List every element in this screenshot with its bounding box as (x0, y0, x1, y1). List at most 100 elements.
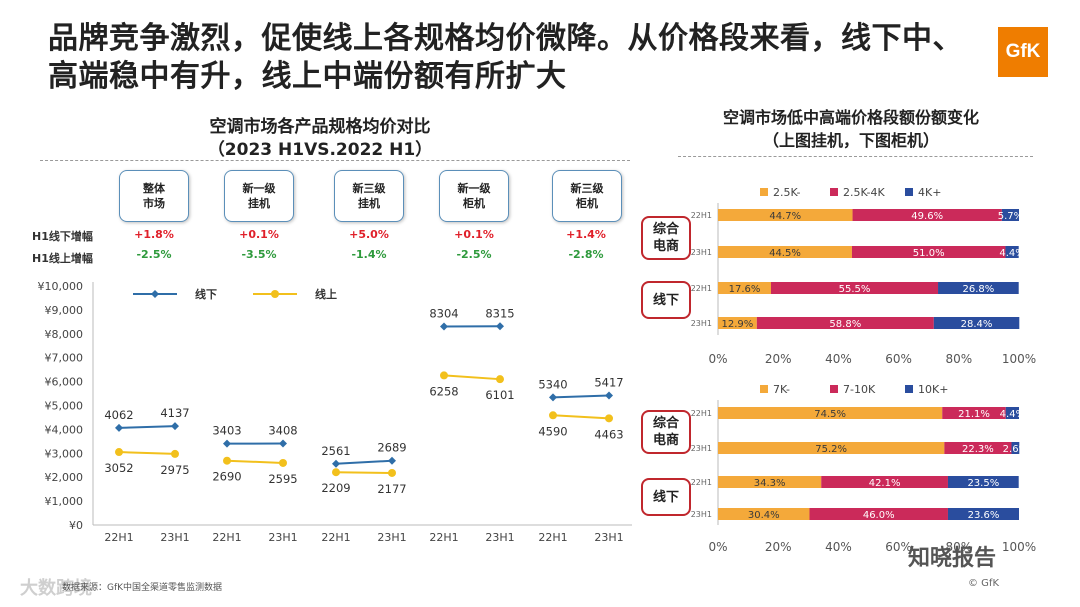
online-point (549, 411, 557, 420)
legend-offline-label: 线下 (195, 287, 217, 301)
offline-data-label: 8304 (429, 307, 458, 321)
legend-swatch (830, 385, 838, 393)
bar-value-label: 26.8% (962, 284, 994, 295)
share-chart-title: 空调市场低中高端价格段额份额变化 （上图挂机，下图柜机） (676, 106, 1026, 152)
segment-box-tier1-floor: 新一级 柜机 (439, 170, 509, 222)
online-series-line (226, 459, 284, 464)
tag-label: 电商 (652, 433, 679, 448)
online-series-line (335, 471, 393, 474)
bar-value-label: 4.4% (1000, 409, 1025, 420)
legend-swatch (830, 188, 838, 196)
segment-label: 市场 (143, 197, 165, 210)
x-tick-label: 23H1 (268, 531, 297, 544)
offline-growth-row-label: H1线下增幅 (32, 230, 93, 243)
stacked-bar-segment (1001, 209, 1019, 221)
online-data-label: 4590 (538, 424, 567, 438)
x-tick-label: 22H1 (212, 531, 241, 544)
segment-label: 整体 (143, 182, 165, 195)
row-period-label: 22H1 (691, 478, 712, 487)
tag-ecommerce-bottom: 综合 电商 (641, 410, 691, 454)
legend-online-marker (271, 290, 279, 298)
price-chart-title-line2: （2023 H1VS.2022 H1） (207, 140, 433, 160)
bar-value-label: 46.0% (863, 510, 895, 521)
bar-value-label: 55.5% (839, 284, 871, 295)
bar-value-label: 30.4% (748, 510, 780, 521)
stacked-bar-segment (718, 508, 810, 520)
offline-growth-value: +1.8% (134, 228, 174, 241)
tag-offline-top: 线下 (641, 281, 691, 319)
tag-label: 线下 (652, 489, 679, 505)
stacked-bar-segment (1005, 407, 1019, 419)
price-chart-title: 空调市场各产品规格均价对比 （2023 H1VS.2022 H1） (150, 116, 490, 162)
offline-series-line (552, 394, 610, 399)
offline-point (388, 456, 396, 465)
offline-data-label: 4137 (160, 406, 189, 420)
price-chart-title-line1: 空调市场各产品规格均价对比 (209, 117, 431, 137)
source-note: 数据来源：GfK中国全渠道零售监测数据 (62, 583, 223, 593)
x-tick-label: 20% (765, 352, 792, 366)
online-growth-value: -2.8% (568, 248, 604, 261)
x-tick-label: 22H1 (321, 531, 350, 544)
row-period-label: 23H1 (691, 248, 712, 257)
legend-label: 2.5K- (773, 186, 801, 199)
offline-point (549, 393, 557, 402)
legend-label: 2.5K-4K (843, 186, 886, 199)
segment-label: 新一级 (457, 182, 491, 195)
offline-growth-value: +5.0% (349, 228, 389, 241)
online-data-label: 4463 (594, 427, 623, 441)
offline-point (440, 322, 448, 331)
divider-right (678, 156, 1033, 157)
x-tick-label: 23H1 (485, 531, 514, 544)
online-growth-row-label: H1线上增幅 (32, 252, 93, 265)
bar-value-label: 75.2% (815, 444, 847, 455)
gfk-logo: GfK (998, 27, 1048, 77)
row-period-label: 22H1 (691, 211, 712, 220)
online-data-label: 2975 (160, 463, 189, 477)
online-point (332, 468, 340, 477)
bar-value-label: 34.3% (754, 478, 786, 489)
row-period-label: 22H1 (691, 409, 712, 418)
bar-value-label: 22.3% (962, 444, 994, 455)
tag-ecommerce-top: 综合 电商 (641, 216, 691, 260)
online-point (115, 448, 123, 457)
tag-offline-bottom: 线下 (641, 478, 691, 516)
offline-data-label: 5417 (594, 376, 623, 390)
offline-growth-value: +0.1% (454, 228, 494, 241)
stacked-bar-segment (1005, 246, 1019, 258)
stacked-bar-segment (718, 476, 822, 488)
online-point (279, 458, 287, 467)
x-tick-label: 0% (708, 540, 727, 554)
x-tick-label: 0% (708, 352, 727, 366)
legend-label: 10K+ (918, 383, 948, 396)
offline-point (332, 459, 340, 468)
offline-growth-value: +1.4% (566, 228, 606, 241)
watermark-text: 大数跨境 (20, 578, 92, 599)
online-point (223, 456, 231, 465)
legend-offline-marker (151, 290, 159, 298)
stacked-bar-segment (718, 246, 852, 258)
offline-point (115, 423, 123, 432)
copyright-text: © GfK (968, 578, 1000, 589)
stacked-bar-segment (852, 209, 1002, 221)
page-headline: 品牌竞争激烈，促使线上各规格均价微降。从价格段来看，线下中、高端稳中有升，线上中… (48, 21, 963, 94)
y-tick-label: ¥9,000 (45, 304, 84, 317)
legend-swatch (905, 188, 913, 196)
stacked-bar-segment (938, 282, 1019, 294)
segment-label: 柜机 (576, 197, 598, 210)
bar-value-label: 23.5% (967, 478, 999, 489)
tag-label: 电商 (652, 239, 679, 254)
online-point (388, 468, 396, 477)
bar-value-label: 21.1% (958, 409, 990, 420)
online-point (605, 414, 613, 423)
x-tick-label: 100% (1002, 540, 1036, 554)
online-growth-value: -2.5% (456, 248, 492, 261)
bar-value-label: 4.4% (999, 248, 1024, 259)
offline-data-label: 3403 (212, 424, 241, 438)
bar-value-label: 28.4% (961, 319, 993, 330)
online-data-label: 2209 (321, 481, 350, 495)
y-tick-label: ¥10,000 (38, 280, 84, 293)
legend-swatch (905, 385, 913, 393)
offline-data-label: 3408 (268, 424, 297, 438)
x-tick-label: 23H1 (377, 531, 406, 544)
